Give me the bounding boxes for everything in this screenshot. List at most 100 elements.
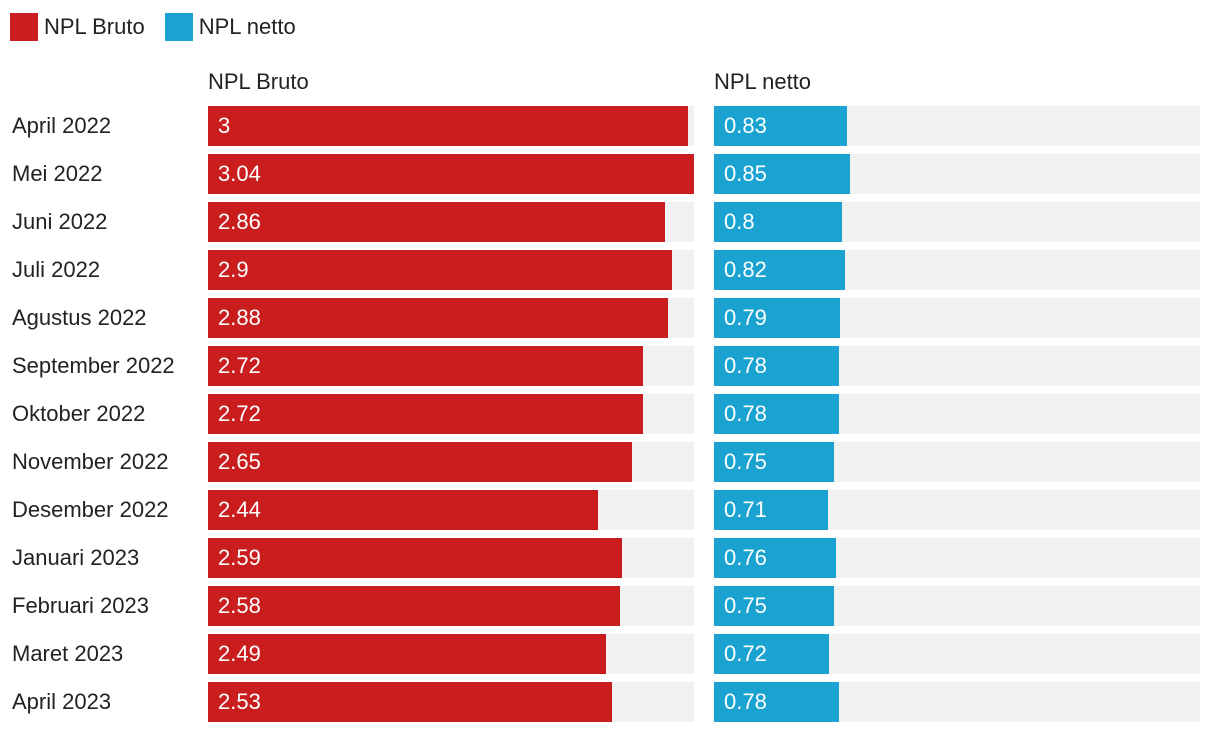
legend-label-npl-netto: NPL netto <box>198 14 296 39</box>
bar-value-label-netto: 0.85 <box>724 161 767 186</box>
bar-track-bruto: 2.58 <box>208 586 694 626</box>
bar-track-bruto: 2.72 <box>208 346 694 386</box>
bar-track-bruto: 2.59 <box>208 538 694 578</box>
panel-title-npl-bruto: NPL Bruto <box>208 69 309 94</box>
bar-netto[interactable] <box>714 394 839 434</box>
bar-netto[interactable] <box>714 154 850 194</box>
bar-track-bruto: 2.9 <box>208 250 694 290</box>
chart-legend: NPL Bruto NPL netto <box>10 12 316 42</box>
bar-track-netto: 0.78 <box>714 682 1200 722</box>
bar-track-bruto: 2.44 <box>208 490 694 530</box>
bar-value-label-netto: 0.71 <box>724 497 767 522</box>
category-label: April 2023 <box>12 689 112 714</box>
bar-value-label-bruto: 2.49 <box>218 641 261 666</box>
bar-track-netto: 0.75 <box>714 442 1200 482</box>
legend-item-npl-netto[interactable]: NPL netto <box>164 13 296 41</box>
bar-value-label-bruto: 2.58 <box>218 593 261 618</box>
bar-track-netto: 0.75 <box>714 586 1200 626</box>
bar-value-label-bruto: 2.53 <box>218 689 261 714</box>
category-label: Maret 2023 <box>12 641 124 666</box>
legend-swatch-npl-bruto <box>10 13 38 41</box>
bar-bruto[interactable] <box>208 394 643 434</box>
category-label: April 2022 <box>12 113 112 138</box>
bar-track-bruto: 2.49 <box>208 634 694 674</box>
bar-value-label-bruto: 3.04 <box>218 161 261 186</box>
legend-swatch-npl-netto <box>164 13 193 41</box>
category-label: Oktober 2022 <box>12 401 146 426</box>
bar-value-label-bruto: 2.72 <box>218 353 261 378</box>
bar-bruto[interactable] <box>208 538 622 578</box>
bar-track-netto: 0.83 <box>714 106 1200 146</box>
category-label: Agustus 2022 <box>12 305 147 330</box>
bar-netto[interactable] <box>714 442 834 482</box>
category-label: Januari 2023 <box>12 545 140 570</box>
bar-track-bruto: 3 <box>208 106 694 146</box>
bar-value-label-netto: 0.78 <box>724 689 767 714</box>
bar-value-label-bruto: 2.9 <box>218 257 249 282</box>
bar-track-netto: 0.71 <box>714 490 1200 530</box>
bar-track-netto: 0.78 <box>714 346 1200 386</box>
bar-bruto[interactable] <box>208 682 612 722</box>
bar-bruto[interactable] <box>208 442 632 482</box>
bar-bruto[interactable] <box>208 250 672 290</box>
bar-value-label-bruto: 2.86 <box>218 209 261 234</box>
bar-track-netto: 0.85 <box>714 154 1200 194</box>
bar-value-label-netto: 0.78 <box>724 401 767 426</box>
bar-track-bruto: 2.86 <box>208 202 694 242</box>
bar-netto[interactable] <box>714 202 842 242</box>
bar-bruto[interactable] <box>208 490 598 530</box>
bar-netto[interactable] <box>714 298 840 338</box>
legend-item-npl-bruto[interactable]: NPL Bruto <box>10 13 145 41</box>
bar-netto[interactable] <box>714 682 839 722</box>
bar-bruto[interactable] <box>208 154 694 194</box>
bar-bruto[interactable] <box>208 346 643 386</box>
bar-track-netto: 0.76 <box>714 538 1200 578</box>
bar-value-label-bruto: 3 <box>218 113 231 138</box>
bar-track-netto: 0.79 <box>714 298 1200 338</box>
bar-track-netto: 0.72 <box>714 634 1200 674</box>
bar-value-label-bruto: 2.44 <box>218 497 261 522</box>
bar-bruto[interactable] <box>208 202 665 242</box>
bar-value-label-netto: 0.8 <box>724 209 755 234</box>
bar-bruto[interactable] <box>208 106 688 146</box>
category-label: Mei 2022 <box>12 161 103 186</box>
category-label: Desember 2022 <box>12 497 169 522</box>
category-label: Juli 2022 <box>12 257 101 282</box>
bar-value-label-bruto: 2.72 <box>218 401 261 426</box>
bar-track-bruto: 2.88 <box>208 298 694 338</box>
bar-netto[interactable] <box>714 586 834 626</box>
bar-track-netto: 0.8 <box>714 202 1200 242</box>
bar-value-label-bruto: 2.65 <box>218 449 261 474</box>
bar-track-bruto: 2.65 <box>208 442 694 482</box>
bar-netto[interactable] <box>714 538 836 578</box>
bar-value-label-netto: 0.76 <box>724 545 767 570</box>
category-label: Februari 2023 <box>12 593 149 618</box>
bar-track-bruto: 2.53 <box>208 682 694 722</box>
legend-label-npl-bruto: NPL Bruto <box>44 14 145 39</box>
bar-value-label-netto: 0.82 <box>724 257 767 282</box>
bar-bruto[interactable] <box>208 634 606 674</box>
bar-netto[interactable] <box>714 346 839 386</box>
bar-netto[interactable] <box>714 106 847 146</box>
bar-netto[interactable] <box>714 634 829 674</box>
bar-value-label-netto: 0.72 <box>724 641 767 666</box>
bar-netto[interactable] <box>714 490 828 530</box>
bar-value-label-netto: 0.75 <box>724 593 767 618</box>
bar-value-label-netto: 0.79 <box>724 305 767 330</box>
bar-value-label-netto: 0.83 <box>724 113 767 138</box>
bar-bruto[interactable] <box>208 586 620 626</box>
bar-track-bruto: 2.72 <box>208 394 694 434</box>
bar-value-label-netto: 0.75 <box>724 449 767 474</box>
panel-title-npl-netto: NPL netto <box>714 69 812 94</box>
bar-value-label-bruto: 2.88 <box>218 305 261 330</box>
bar-value-label-netto: 0.78 <box>724 353 767 378</box>
category-label: Juni 2022 <box>12 209 108 234</box>
bar-track-netto: 0.82 <box>714 250 1200 290</box>
bar-track-netto: 0.78 <box>714 394 1200 434</box>
category-label: September 2022 <box>12 353 175 378</box>
bar-track-bruto: 3.04 <box>208 154 694 194</box>
category-label: November 2022 <box>12 449 169 474</box>
bar-value-label-bruto: 2.59 <box>218 545 261 570</box>
bar-netto[interactable] <box>714 250 845 290</box>
bar-bruto[interactable] <box>208 298 668 338</box>
